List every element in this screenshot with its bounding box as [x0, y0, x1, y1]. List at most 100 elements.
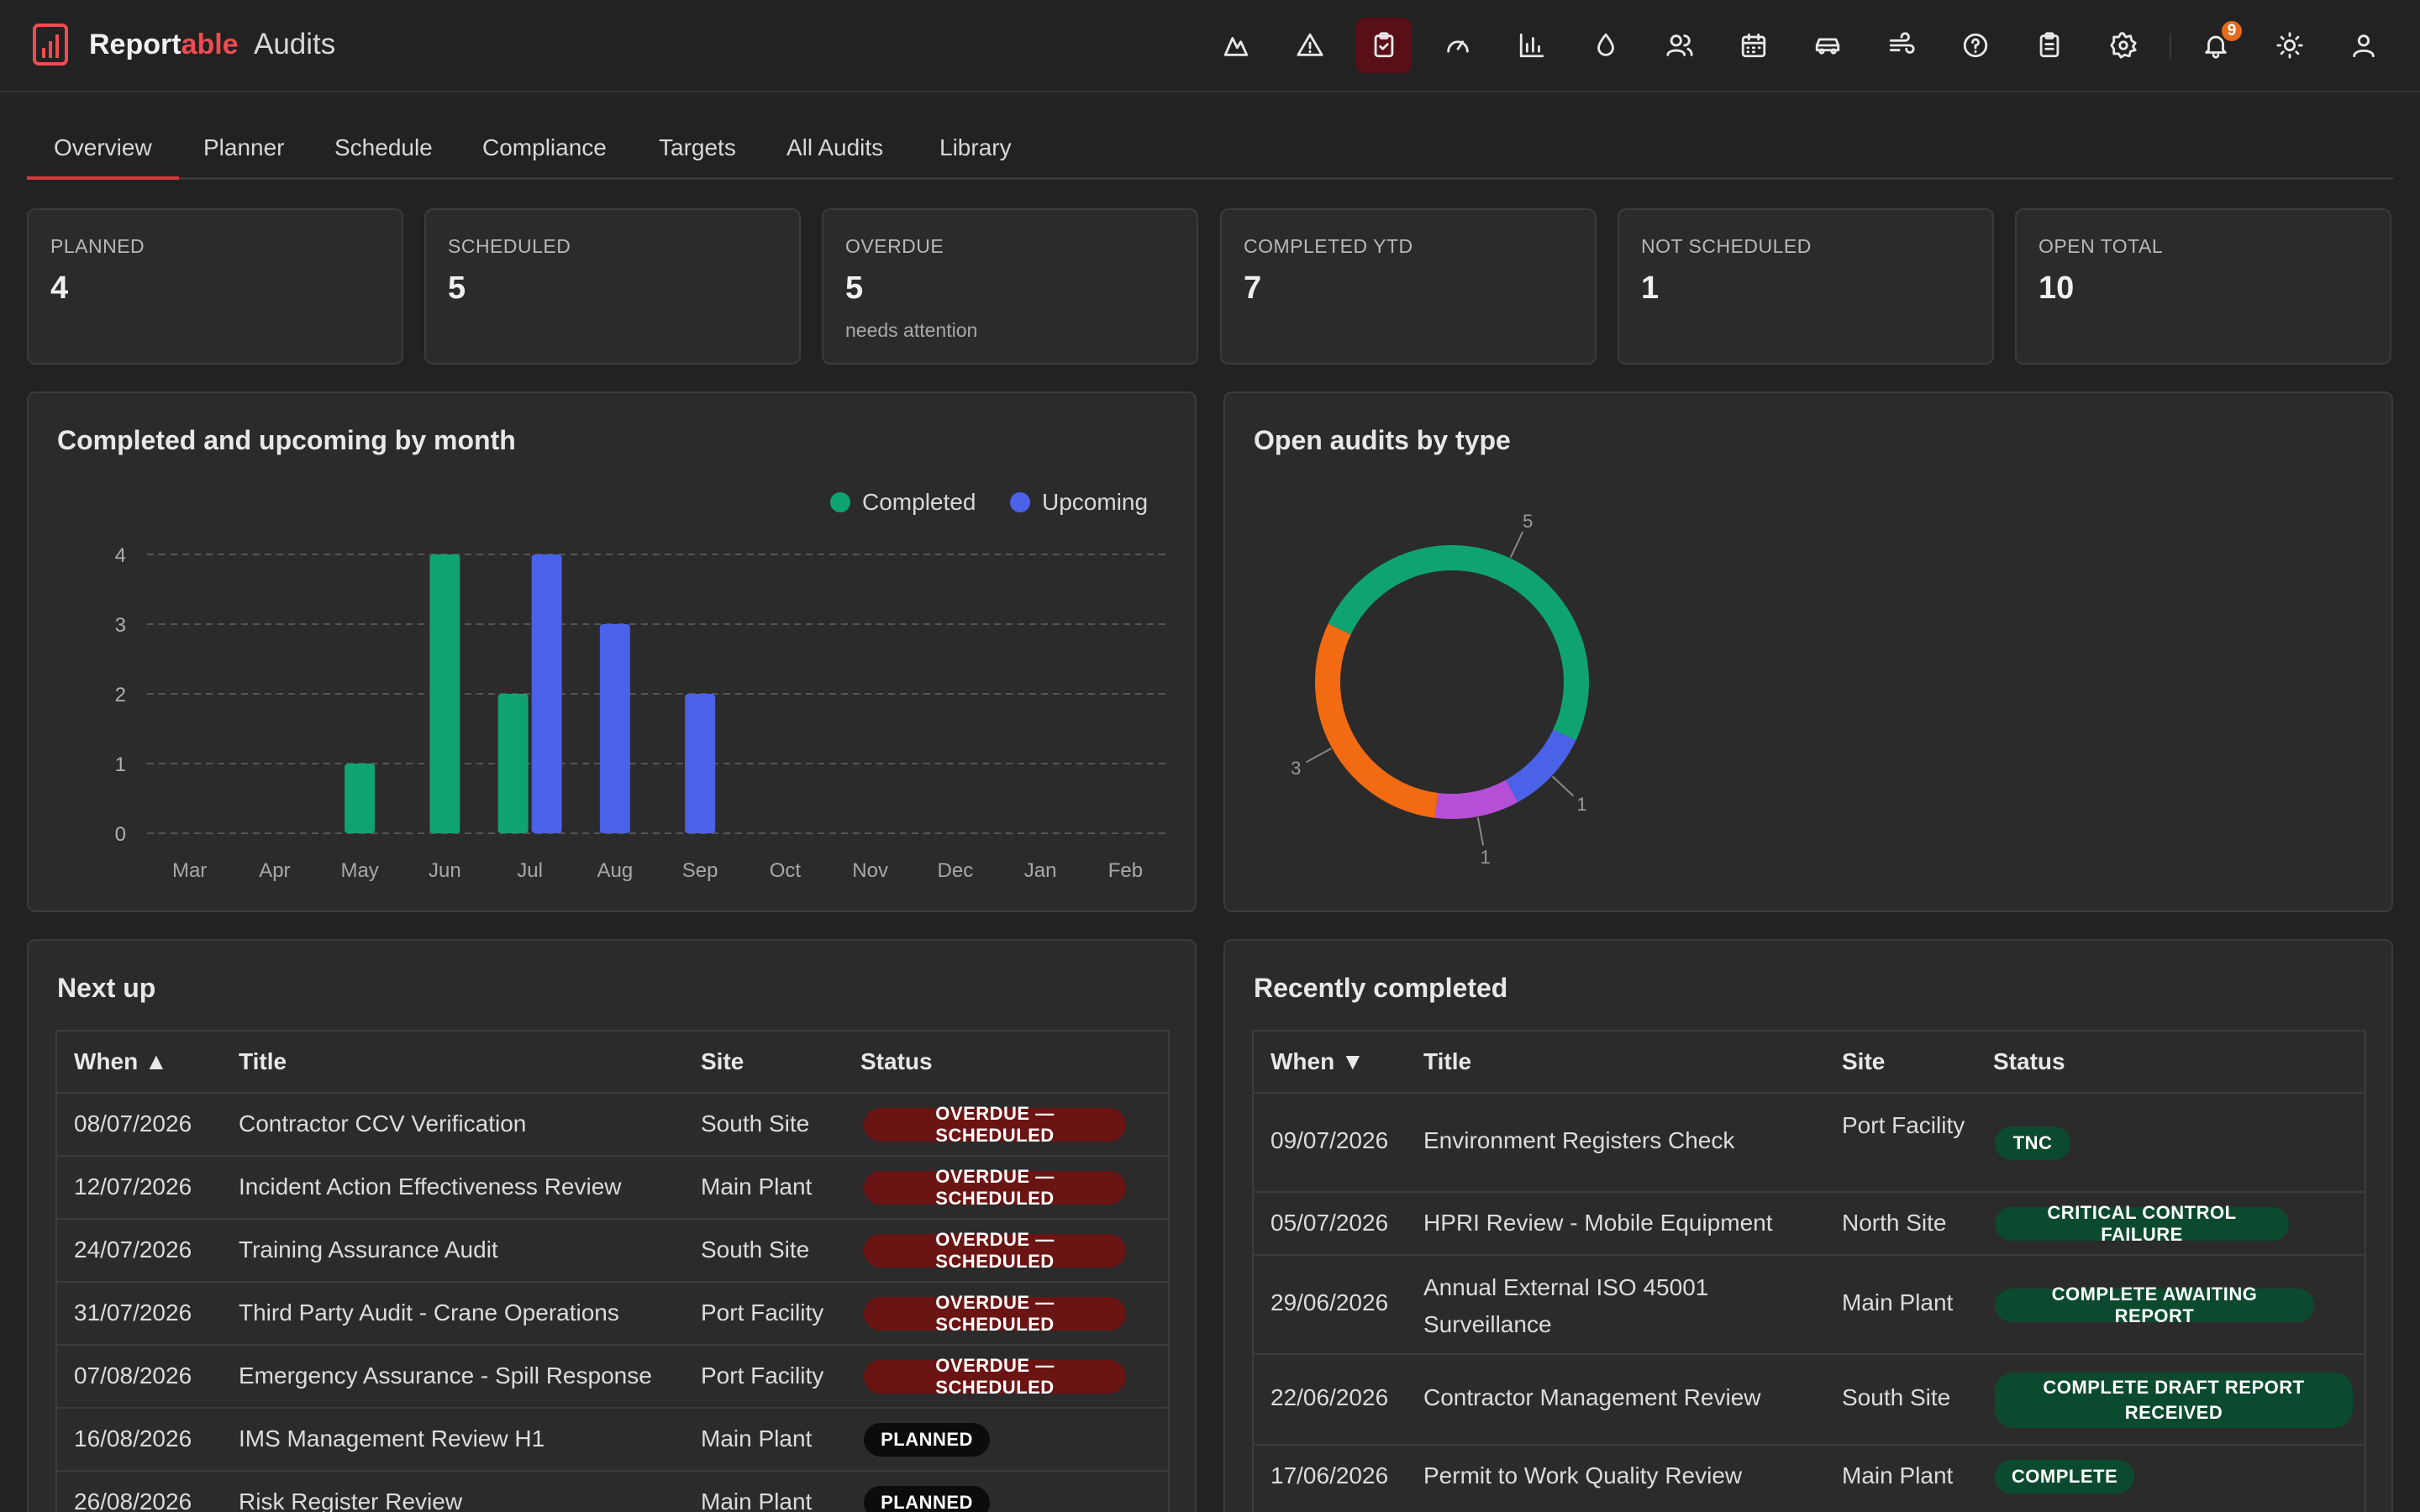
x-tick-label: Jan	[1024, 859, 1057, 882]
x-tick-label: Sep	[682, 859, 718, 882]
top-bar: Reportable Audits 9	[0, 0, 2420, 92]
tab-compliance[interactable]: Compliance	[482, 134, 607, 160]
slice-leader-line	[1476, 816, 1485, 846]
column-header-when[interactable]: When ▼	[1270, 1048, 1365, 1074]
kpi-card-scheduled[interactable]: SCHEDULED 5	[424, 208, 801, 365]
wind-icon[interactable]	[1874, 18, 1929, 73]
notification-badge: 9	[2220, 19, 2244, 43]
column-header-when[interactable]: When ▲	[74, 1048, 168, 1074]
brand-part1: Report	[89, 29, 182, 60]
panel-title: Open audits by type	[1254, 425, 1511, 455]
column-header-site[interactable]: Site	[701, 1048, 744, 1074]
status-badge: OVERDUE — SCHEDULED	[864, 1229, 1126, 1272]
legend-item-completed[interactable]: Completed	[830, 489, 976, 516]
status-badge: OVERDUE — SCHEDULED	[864, 1166, 1126, 1209]
tab-schedule[interactable]: Schedule	[334, 134, 433, 160]
tab-planner[interactable]: Planner	[203, 134, 285, 160]
recently-completed-panel: Recently completed When ▼ Title Site Sta…	[1223, 939, 2393, 1512]
x-tick-label: Mar	[172, 859, 207, 882]
gauge-icon[interactable]	[1430, 18, 1486, 73]
kpi-card-completed-ytd[interactable]: COMPLETED YTD 7	[1220, 208, 1597, 365]
legend-item-upcoming[interactable]: Upcoming	[1010, 489, 1148, 516]
bar-completed	[345, 764, 376, 833]
tab-overview[interactable]: Overview	[27, 134, 179, 180]
table-row[interactable]: 17/06/2026 Permit to Work Quality Review…	[1254, 1444, 2365, 1507]
column-header-title[interactable]: Title	[239, 1048, 287, 1074]
kpi-card-not-scheduled[interactable]: NOT SCHEDULED 1	[1618, 208, 1994, 365]
mountain-icon[interactable]	[1208, 18, 1264, 73]
cell-title: Incident Action Effectiveness Review	[239, 1173, 622, 1200]
clipboard-check-icon[interactable]	[1356, 18, 1412, 73]
bar-chart-icon[interactable]	[1504, 18, 1560, 73]
alert-triangle-icon[interactable]	[1282, 18, 1338, 73]
kpi-subtext: needs attention	[845, 319, 978, 341]
kpi-value: 10	[2039, 270, 2075, 306]
kpi-label: SCHEDULED	[448, 235, 571, 257]
panel-title: Next up	[57, 973, 156, 1003]
car-icon[interactable]	[1800, 18, 1855, 73]
sun-icon[interactable]	[2262, 18, 2317, 73]
cell-title: Environment Registers Check	[1423, 1127, 1735, 1153]
kpi-label: PLANNED	[50, 235, 145, 257]
table-row[interactable]: 08/07/2026 Contractor CCV Verification S…	[57, 1092, 1168, 1155]
cell-site: South Site	[701, 1110, 810, 1137]
calendar-icon[interactable]	[1726, 18, 1781, 73]
kpi-value: 5	[448, 270, 466, 306]
slice-value-label: 1	[1576, 794, 1586, 815]
table-row[interactable]: 24/07/2026 Training Assurance Audit Sout…	[57, 1218, 1168, 1281]
brand-name[interactable]: Reportable	[89, 29, 239, 61]
cell-site: Port Facility	[701, 1299, 824, 1326]
cell-title: IMS Management Review H1	[239, 1425, 545, 1452]
x-tick-label: Apr	[259, 859, 290, 882]
table-row[interactable]: 16/08/2026 IMS Management Review H1 Main…	[57, 1407, 1168, 1470]
kpi-label: NOT SCHEDULED	[1641, 235, 1812, 257]
cell-site: Main Plant	[1842, 1462, 1954, 1488]
donut-slice	[1434, 780, 1518, 819]
column-header-site[interactable]: Site	[1842, 1048, 1886, 1074]
cell-title: Training Assurance Audit	[239, 1236, 498, 1263]
gear-icon[interactable]	[2096, 18, 2151, 73]
status-badge: PLANNED	[864, 1486, 990, 1512]
kpi-value: 1	[1641, 270, 1660, 306]
table-row[interactable]: 12/07/2026 Incident Action Effectiveness…	[57, 1155, 1168, 1218]
column-header-title[interactable]: Title	[1423, 1048, 1472, 1074]
table-row[interactable]: 05/07/2026 HPRI Review - Mobile Equipmen…	[1254, 1191, 2365, 1254]
table-row[interactable]: 29/06/2026 Annual External ISO 45001 Sur…	[1254, 1254, 2365, 1353]
cell-title: Emergency Assurance - Spill Response	[239, 1362, 652, 1389]
cell-title: Third Party Audit - Crane Operations	[239, 1299, 619, 1326]
x-tick-label: Oct	[770, 859, 802, 882]
donut-chart: 5 1 1 3	[1291, 511, 1589, 868]
app-logo-icon[interactable]	[32, 23, 69, 66]
table-row[interactable]: 31/07/2026 Third Party Audit - Crane Ope…	[57, 1281, 1168, 1344]
cell-when: 12/07/2026	[74, 1173, 192, 1200]
kpi-card-overdue[interactable]: OVERDUE 5 needs attention	[822, 208, 1198, 365]
table-row[interactable]: 09/07/2026 Environment Registers Check P…	[1254, 1092, 2365, 1191]
column-header-status[interactable]: Status	[860, 1048, 933, 1074]
recently-completed-table: When ▼ Title Site Status 09/07/2026 Envi…	[1252, 1030, 2366, 1512]
user-icon[interactable]	[2336, 18, 2391, 73]
tab-targets[interactable]: Targets	[659, 134, 736, 160]
table-row[interactable]: 07/08/2026 Emergency Assurance - Spill R…	[57, 1344, 1168, 1407]
cell-site: Main Plant	[1842, 1289, 1954, 1315]
legend-swatch	[830, 492, 850, 512]
column-header-status[interactable]: Status	[1993, 1048, 2065, 1074]
kpi-card-planned[interactable]: PLANNED 4	[27, 208, 403, 365]
droplet-icon[interactable]	[1578, 18, 1634, 73]
cell-when: 26/08/2026	[74, 1488, 192, 1512]
cell-title: Annual External ISO 45001 Surveillance	[1423, 1274, 1709, 1337]
bell-icon[interactable]: 9	[2188, 18, 2244, 73]
status-badge: OVERDUE — SCHEDULED	[864, 1292, 1126, 1335]
table-row[interactable]: 26/08/2026 Risk Register Review Main Pla…	[57, 1470, 1168, 1512]
cell-site: Port Facility	[1842, 1112, 1965, 1138]
kpi-label: OPEN TOTAL	[2039, 235, 2164, 257]
clipboard-list-icon[interactable]	[2022, 18, 2077, 73]
tab-library[interactable]: Library	[939, 134, 1012, 160]
tab-all-audits[interactable]: All Audits	[786, 134, 884, 160]
users-icon[interactable]	[1652, 18, 1707, 73]
x-tick-label: Feb	[1108, 859, 1143, 882]
table-row[interactable]: 22/06/2026 Contractor Management Review …	[1254, 1353, 2365, 1444]
help-circle-icon[interactable]	[1948, 18, 2003, 73]
donut-slice	[1315, 623, 1439, 818]
y-tick-label: 0	[115, 823, 126, 846]
kpi-card-open-total[interactable]: OPEN TOTAL 10	[2015, 208, 2391, 365]
